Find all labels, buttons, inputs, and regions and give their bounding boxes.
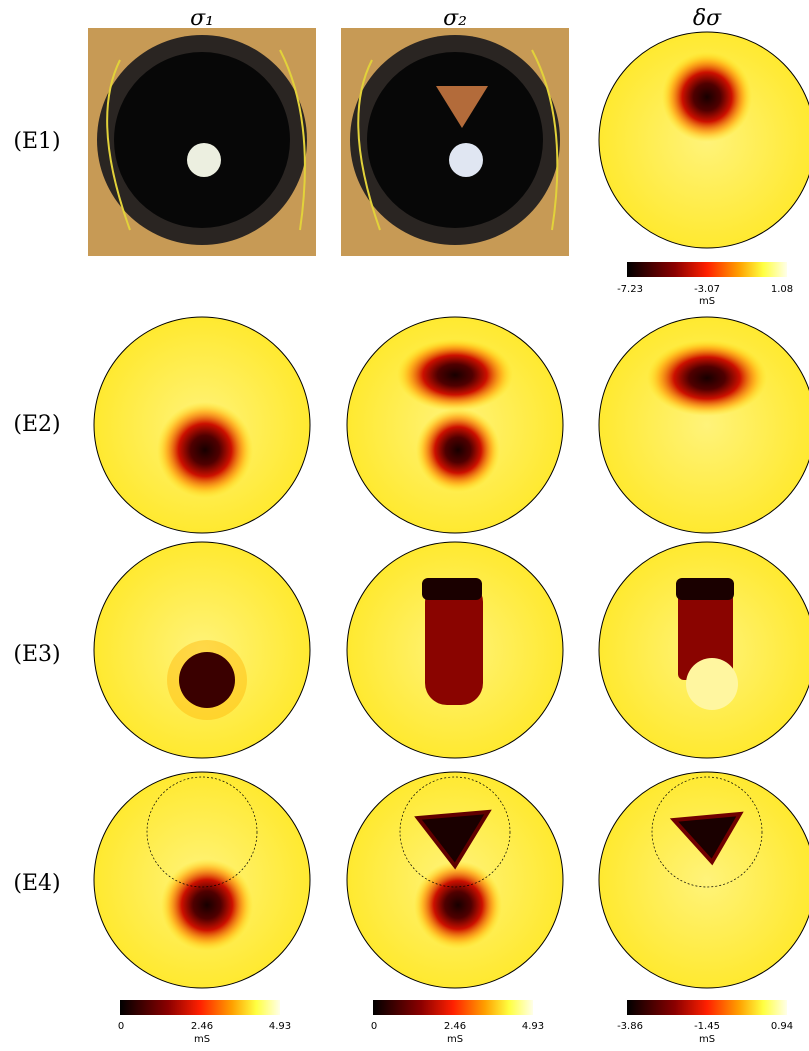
row-label: (E1) [13, 129, 60, 154]
reconstruction [347, 317, 563, 533]
photo [341, 28, 569, 256]
colorbar: 0 2.46 4.93 mS [371, 1000, 544, 1045]
colorbar-tick: -3.86 [617, 1021, 643, 1032]
colorbar-tick: -3.07 [694, 284, 720, 295]
column-header: σ₂ [443, 6, 467, 31]
colorbar-unit: mS [699, 296, 715, 307]
colorbar-tick: 0.94 [771, 1021, 793, 1032]
colorbar-tick: 4.93 [269, 1021, 291, 1032]
reconstruction [599, 32, 809, 248]
reconstruction [599, 772, 809, 988]
colorbar-unit: mS [194, 1034, 210, 1045]
reconstruction [347, 542, 563, 758]
column-header: δσ [693, 6, 722, 31]
colorbar-tick: 1.08 [771, 284, 793, 295]
row-label: (E4) [13, 871, 60, 896]
colorbar: 0 2.46 4.93 mS [118, 1000, 291, 1045]
colorbar-tick: 0 [371, 1021, 377, 1032]
row-label: (E2) [13, 412, 60, 437]
colorbar-tick: 4.93 [522, 1021, 544, 1032]
row-label: (E3) [13, 642, 60, 667]
colorbar-tick: -1.45 [694, 1021, 720, 1032]
column-header: σ₁ [190, 6, 214, 31]
colorbar-tick: -7.23 [617, 284, 643, 295]
colorbar-tick: 2.46 [191, 1021, 213, 1032]
reconstruction [94, 542, 310, 758]
colorbar-tick: 0 [118, 1021, 124, 1032]
reconstruction [599, 317, 809, 533]
colorbar-tick: 2.46 [444, 1021, 466, 1032]
reconstruction [347, 772, 563, 988]
colorbar: -7.23 -3.07 1.08 mS [617, 262, 793, 307]
reconstruction [599, 542, 809, 758]
photo [88, 28, 316, 256]
colorbar-unit: mS [447, 1034, 463, 1045]
colorbar: -3.86 -1.45 0.94 mS [617, 1000, 793, 1045]
colorbar-unit: mS [699, 1034, 715, 1045]
reconstruction [94, 317, 310, 533]
figure: σ₁ σ₂ δσ (E1) (E2) (E3) (E4) [0, 0, 809, 1051]
reconstruction [94, 772, 310, 988]
